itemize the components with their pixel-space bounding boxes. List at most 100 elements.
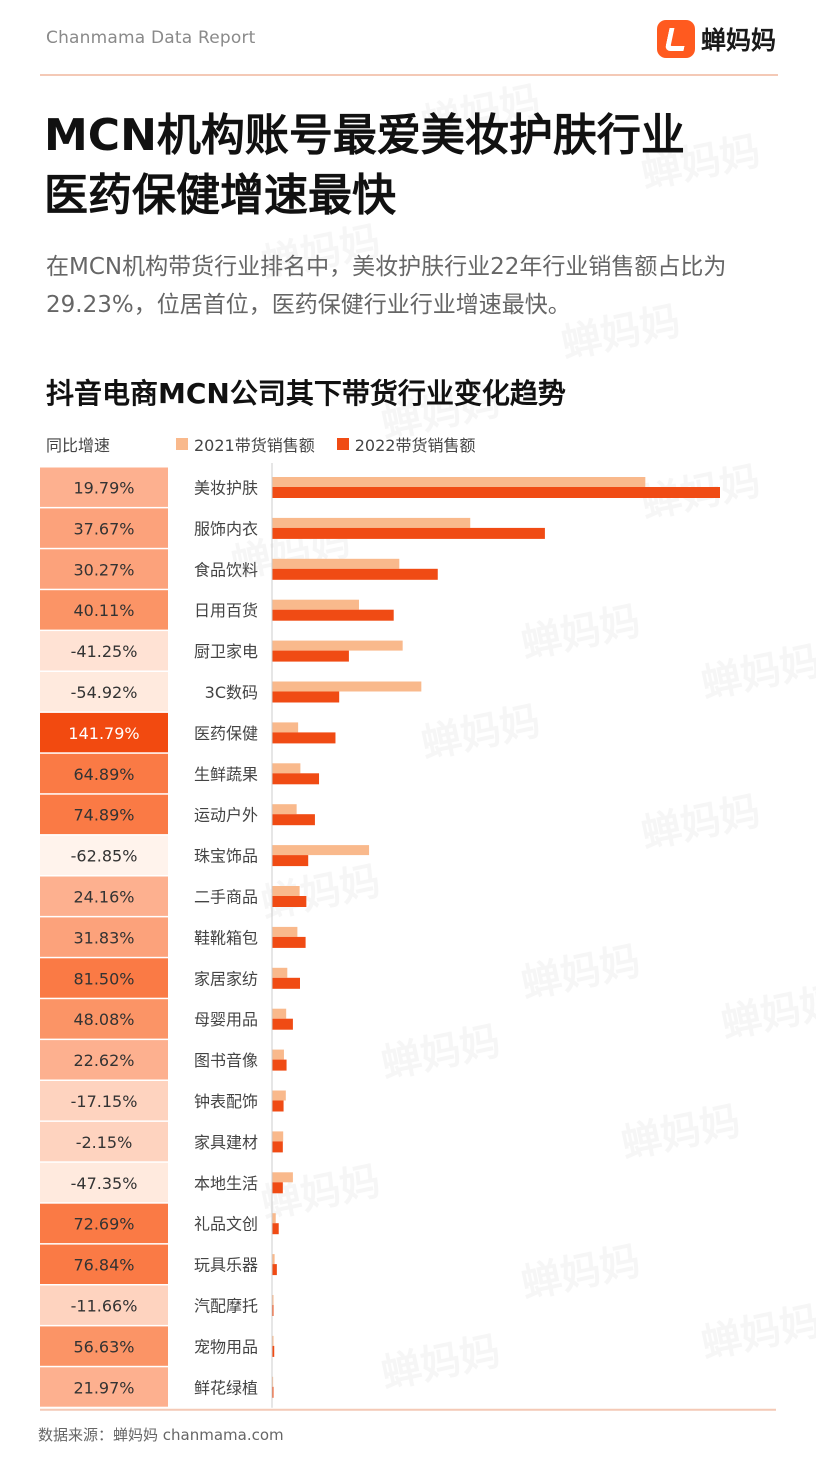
page-subtitle: 在MCN机构带货行业排名中，美妆护肤行业22年行业销售额占比为29.23%，位居… (46, 254, 727, 318)
yoy-cell (40, 549, 168, 589)
bar-2021 (272, 477, 646, 487)
yoy-cell (40, 1040, 168, 1080)
bar-2021 (272, 1090, 286, 1101)
category-tick-label: 美妆护肤 (194, 478, 258, 497)
bar-2022 (272, 1223, 279, 1235)
bar-2022 (272, 568, 438, 580)
category-tick-label: 日用百货 (194, 601, 258, 620)
legend-label-2022: 2022带货销售额 (354, 436, 476, 455)
bar-2021 (272, 886, 300, 896)
yoy-value-label: 22.62% (73, 1051, 134, 1070)
category-tick-label: 玩具乐器 (194, 1256, 258, 1275)
yoy-cell (40, 1121, 168, 1162)
category-tick-label: 鞋靴箱包 (194, 928, 258, 947)
bar-2021 (272, 1335, 274, 1346)
chanmama-logo-icon (656, 20, 695, 58)
bar-2022 (272, 1182, 283, 1194)
yoy-value-label: -47.35% (71, 1174, 138, 1193)
category-tick-label: 生鲜蔬果 (194, 765, 258, 784)
yoy-cell (40, 631, 168, 671)
bar-2021 (272, 1295, 274, 1305)
bar-2022 (272, 1386, 274, 1398)
yoy-value-label: -17.15% (71, 1092, 138, 1111)
bar-2021 (272, 845, 370, 856)
yoy-value-label: 76.84% (73, 1256, 134, 1275)
category-tick-label: 宠物用品 (194, 1337, 258, 1356)
bar-2022 (272, 1345, 275, 1357)
bar-2022 (272, 1059, 287, 1071)
header-divider (40, 74, 778, 76)
category-tick-label: 母婴用品 (194, 1010, 258, 1029)
bar-2022 (272, 691, 340, 703)
category-tick-label: 图书音像 (194, 1051, 258, 1070)
yoy-cell (40, 1244, 168, 1284)
yoy-cell (40, 1162, 168, 1203)
yoy-cell (40, 999, 168, 1039)
bar-2021 (272, 1213, 276, 1224)
bar-2022 (272, 773, 320, 785)
yoy-cell (40, 1326, 168, 1366)
yoy-value-label: -2.15% (76, 1133, 133, 1152)
yoy-value-label: 31.83% (73, 928, 134, 947)
data-source-footer: 数据来源：蝉妈妈 chanmama.com (38, 1426, 284, 1444)
bar-2022 (272, 1264, 277, 1276)
yoy-cell (40, 1285, 168, 1325)
yoy-value-label: 21.97% (73, 1378, 134, 1397)
yoy-value-label: -62.85% (71, 847, 138, 866)
yoy-value-label: 24.16% (73, 887, 134, 906)
yoy-cell (40, 917, 168, 957)
yoy-cell (40, 712, 168, 753)
report-brand-label: Chanmama Data Report (46, 28, 256, 48)
page-title: MCN机构账号最爱美妆护肤行业 医药保健增速最快 (44, 106, 685, 226)
yoy-value-label: 72.69% (73, 1215, 134, 1234)
category-tick-label: 家居家纺 (194, 969, 258, 988)
bar-2022 (272, 1018, 293, 1030)
bar-2022 (272, 527, 545, 539)
bar-2022 (272, 1100, 284, 1112)
yoy-value-label: 48.08% (73, 1010, 134, 1029)
yoy-value-label: 141.79% (68, 724, 139, 743)
bar-2021 (272, 1049, 284, 1060)
category-tick-label: 鲜花绿植 (194, 1378, 258, 1397)
bar-2022 (272, 814, 315, 826)
bar-2021 (272, 517, 471, 528)
legend-item-2021: 2021带货销售额 (176, 432, 315, 456)
yoy-value-label: -41.25% (71, 642, 138, 661)
category-tick-label: 本地生活 (194, 1174, 258, 1193)
yoy-cell (40, 1367, 168, 1407)
yoy-cell (40, 1203, 168, 1244)
legend-label-2021: 2021带货销售额 (194, 436, 315, 455)
bar-2022 (272, 1305, 274, 1316)
bar-2022 (272, 609, 394, 621)
bar-2022 (272, 1141, 283, 1153)
bar-2021 (272, 926, 298, 937)
bar-2022 (272, 732, 336, 744)
category-tick-label: 礼品文创 (194, 1215, 258, 1234)
yoy-cell (40, 753, 168, 794)
bar-2021 (272, 722, 299, 733)
logo-text: 蝉妈妈 (700, 26, 776, 55)
bar-2021 (272, 1254, 275, 1265)
bar-2021 (272, 1172, 293, 1183)
category-tick-label: 运动户外 (194, 806, 258, 825)
yoy-value-label: 56.63% (73, 1337, 134, 1356)
page-title-line-2: 医药保健增速最快 (44, 170, 396, 221)
yoy-cell (40, 1081, 168, 1121)
category-tick-label: 3C数码 (205, 683, 258, 702)
category-tick-label: 二手商品 (194, 887, 258, 906)
legend-swatch-2021 (176, 438, 188, 450)
bar-2021 (272, 558, 400, 569)
yoy-cell (40, 508, 168, 548)
yoy-value-label: -54.92% (71, 683, 138, 702)
bar-2022 (272, 650, 349, 662)
bar-2021 (272, 1131, 284, 1142)
bar-2021 (272, 1008, 287, 1019)
page-title-line-1: MCN机构账号最爱美妆护肤行业 (44, 110, 685, 161)
chart-legend: 2021带货销售额 2022带货销售额 (176, 432, 475, 456)
yoy-value-label: 19.79% (73, 478, 134, 497)
yoy-value-label: -11.66% (71, 1296, 138, 1315)
category-tick-label: 服饰内衣 (194, 519, 258, 538)
yoy-cell (40, 590, 168, 630)
bar-2021 (272, 681, 422, 692)
